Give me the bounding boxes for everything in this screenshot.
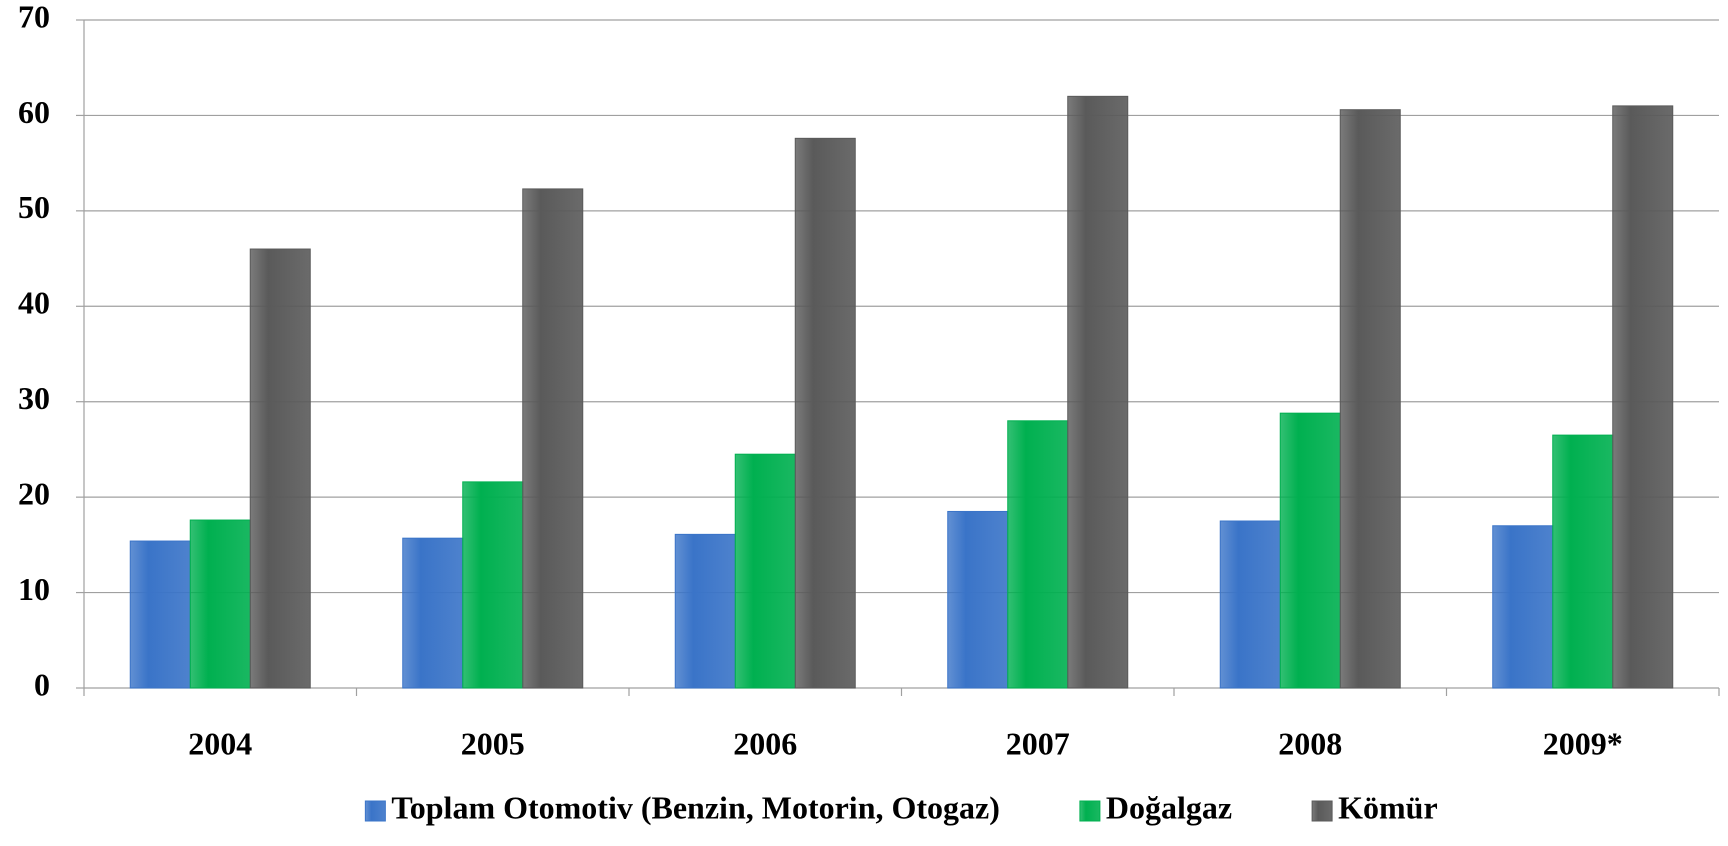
- bar: [1219, 520, 1281, 689]
- bar: [1612, 105, 1674, 689]
- legend-label: Doğalgaz: [1106, 789, 1232, 825]
- x-tick-label: 2008: [1278, 725, 1342, 761]
- bar: [189, 519, 251, 689]
- x-tick-label: 2004: [188, 725, 252, 761]
- y-tick-label: 10: [18, 571, 50, 607]
- bar: [734, 453, 796, 689]
- y-tick-label: 70: [18, 0, 50, 34]
- x-tick-label: 2005: [461, 725, 525, 761]
- bar: [1007, 420, 1069, 689]
- y-tick-label: 60: [18, 94, 50, 130]
- bar: [674, 533, 736, 689]
- legend-label: Toplam Otomotiv (Benzin, Motorin, Otogaz…: [391, 789, 1000, 825]
- bar: [462, 481, 524, 689]
- y-tick-label: 0: [34, 666, 50, 702]
- bar: [1492, 525, 1554, 689]
- bar: [522, 188, 584, 689]
- legend-swatch: [1079, 800, 1101, 822]
- bar: [1552, 434, 1614, 689]
- bar: [947, 510, 1009, 689]
- x-tick-label: 2006: [733, 725, 797, 761]
- bar: [1279, 412, 1341, 689]
- bar: [129, 540, 191, 689]
- bar: [794, 137, 856, 689]
- x-tick-label: 2009*: [1543, 725, 1623, 761]
- y-tick-label: 40: [18, 285, 50, 321]
- legend-label: Kömür: [1338, 789, 1438, 825]
- legend-swatch: [1311, 800, 1333, 822]
- x-tick-label: 2007: [1006, 725, 1070, 761]
- legend-swatch: [364, 800, 386, 822]
- bar: [249, 248, 311, 689]
- y-tick-label: 20: [18, 475, 50, 511]
- y-tick-label: 50: [18, 189, 50, 225]
- bar: [1339, 109, 1401, 689]
- y-tick-label: 30: [18, 380, 50, 416]
- bar: [402, 537, 464, 689]
- bar: [1067, 95, 1129, 689]
